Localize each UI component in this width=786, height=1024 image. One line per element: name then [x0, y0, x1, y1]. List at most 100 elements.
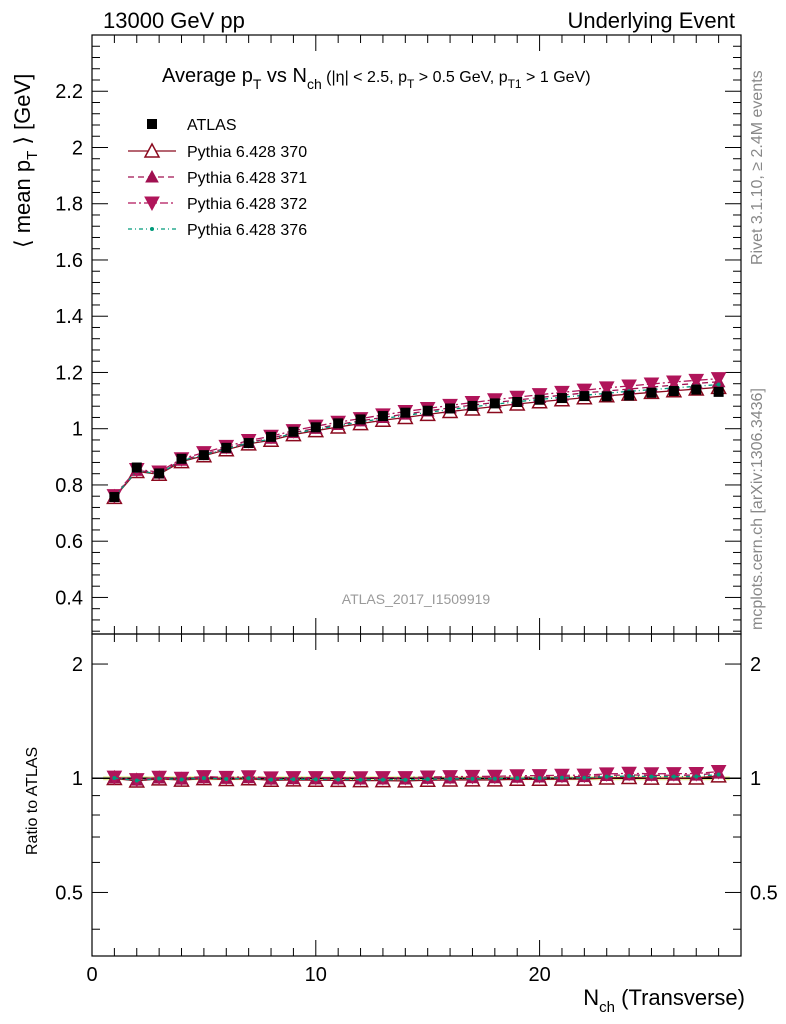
ratio-series-point — [710, 765, 727, 780]
atlas-data-point — [691, 384, 702, 395]
ratio-series-point — [598, 767, 615, 782]
chart-title: Average pT vs Nch (|η| < 2.5, pT > 0.5 G… — [162, 65, 591, 92]
ratio-series-point — [448, 776, 453, 781]
atlas-data-point — [467, 400, 478, 411]
ratio-frame — [91, 633, 742, 957]
y-tick-label: 1 — [72, 419, 83, 441]
ratio-series-point — [291, 777, 296, 782]
atlas-data-point — [556, 393, 567, 404]
atlas-data-point — [668, 386, 679, 397]
legend-marker — [144, 196, 160, 212]
atlas-data-point — [534, 394, 545, 405]
legend-marker — [147, 119, 157, 129]
x-tick-label: 10 — [305, 964, 327, 986]
x-tick-label: 0 — [86, 964, 97, 986]
y-axis-label: ⟨ mean pT ⟩ [GeV] — [10, 74, 41, 248]
series-ratio-group — [106, 765, 727, 788]
legend-label: ATLAS — [187, 117, 237, 134]
series-line — [113, 378, 719, 497]
y-tick-label: 0.8 — [55, 475, 83, 497]
series-line — [113, 383, 719, 498]
y-tick-label: 1.8 — [55, 194, 83, 216]
ratio-series-point — [582, 775, 587, 780]
y-tick-label: 1.4 — [55, 306, 83, 328]
atlas-data-point — [154, 468, 165, 479]
atlas-data-point — [288, 426, 299, 437]
ratio-series-point — [688, 767, 705, 782]
series-point — [621, 379, 637, 395]
ratio-series-point — [621, 766, 637, 782]
ratio-series-point — [666, 767, 682, 782]
series-point — [716, 382, 721, 387]
atlas-data-point — [176, 453, 187, 464]
ratio-series-point — [531, 769, 548, 784]
atlas-data-point — [243, 438, 254, 449]
header-right: Underlying Event — [567, 8, 735, 33]
atlas-data-point — [109, 492, 120, 503]
atlas-data-point — [489, 398, 500, 409]
atlas-data-point — [422, 405, 433, 416]
y-tick-label: 0.6 — [55, 531, 83, 553]
ratio-series-point — [313, 777, 318, 782]
legend-label: Pythia 6.428 370 — [187, 144, 307, 161]
ratio-series-point — [671, 774, 676, 779]
series-point — [710, 372, 727, 387]
legend-marker — [150, 227, 154, 231]
y-tick-label: 0.4 — [55, 587, 83, 609]
y-tick-label: 2 — [72, 137, 83, 159]
atlas-data-point — [131, 462, 142, 473]
ratio-series-point — [157, 776, 162, 781]
series-point — [643, 377, 660, 393]
legend-label: Pythia 6.428 371 — [187, 170, 307, 187]
ratio-series-point — [470, 776, 475, 781]
ratio-series-point — [358, 777, 363, 782]
legend: ATLAS Pythia 6.428 370 Pythia 6.428 371 Pyt… — [128, 117, 307, 239]
atlas-data-point — [512, 396, 523, 407]
atlas-data-point — [713, 386, 724, 397]
ratio-tick-label: 2 — [750, 654, 761, 676]
series-point — [598, 381, 615, 396]
y-tick-label: 1.6 — [55, 250, 83, 272]
legend-label: Pythia 6.428 376 — [187, 222, 307, 239]
atlas-data-point — [377, 411, 388, 422]
ratio-tick-label: 1 — [72, 768, 83, 790]
ratio-series-line — [114, 770, 719, 781]
ratio-series-point — [694, 774, 699, 779]
atlas-data-point — [310, 422, 321, 433]
legend-marker — [145, 169, 159, 183]
ratio-series-line — [114, 773, 719, 782]
atlas-data-point — [333, 418, 344, 429]
axes-group: 0 10 20 0.4 0.6 0.8 1 1.2 1.4 1.6 1.8 2 2.2 0.5 0.5 1 1 2… — [55, 34, 778, 986]
series-point — [554, 385, 570, 401]
ratio-series-point — [649, 774, 654, 779]
ratio-series-point — [576, 768, 593, 784]
ratio-tick-label: 1 — [750, 768, 761, 790]
series-point — [576, 383, 593, 399]
ratio-tick-label: 0.5 — [55, 882, 83, 904]
legend-marker — [143, 142, 161, 158]
analysis-watermark: ATLAS_2017_I1509919 — [342, 591, 491, 607]
ratio-series-point — [336, 777, 341, 782]
atlas-data-point — [579, 391, 590, 402]
atlas-data-point — [445, 403, 456, 414]
series-line — [113, 386, 719, 498]
y-tick-label: 1.2 — [55, 362, 83, 384]
mcplots-label: mcplots.cern.ch [arXiv:1306.3436] — [749, 388, 766, 630]
atlas-data-point — [601, 391, 612, 402]
ratio-series-point — [134, 778, 139, 783]
atlas-data-point — [266, 431, 277, 442]
ratio-series-point — [425, 777, 430, 782]
ratio-series-point — [224, 776, 229, 781]
ratio-series-point — [201, 776, 206, 781]
ratio-series-point — [380, 777, 385, 782]
series-point — [688, 373, 705, 389]
atlas-data-point — [646, 387, 657, 398]
ratio-series-point — [246, 776, 251, 781]
x-axis-label: Nch (Transverse) — [583, 985, 745, 1016]
series-line — [113, 381, 719, 497]
atlas-data-point — [400, 407, 411, 418]
ratio-tick-label: 2 — [72, 654, 83, 676]
atlas-data-point — [355, 414, 366, 425]
ratio-y-label: Ratio to ATLAS — [24, 747, 41, 855]
